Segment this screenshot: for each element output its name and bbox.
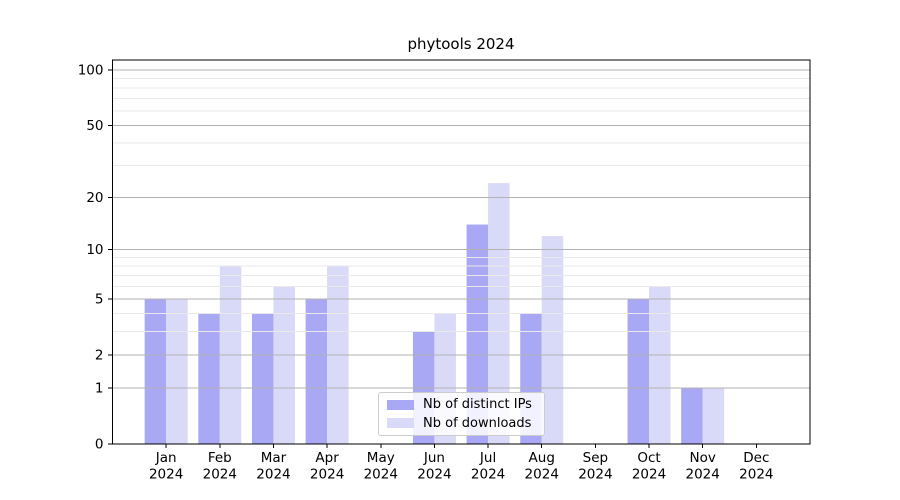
x-tick-label: Nov 2024 [686, 450, 720, 483]
bar-distinct-ips [251, 313, 274, 444]
legend-entry-downloads: Nb of downloads [387, 417, 544, 430]
x-tick-label: Jul 2024 [471, 450, 505, 483]
x-tick-label: May 2024 [364, 450, 398, 483]
y-tick-label: 100 [78, 63, 104, 79]
x-tick-label: Feb 2024 [203, 450, 237, 483]
y-tick-label: 0 [95, 437, 104, 453]
bar-distinct-ips [466, 224, 489, 444]
bar-distinct-ips [144, 298, 167, 444]
bar-downloads [649, 286, 671, 444]
bar-downloads [166, 298, 188, 444]
y-tick-label: 1 [95, 380, 104, 396]
y-tick-label: 20 [86, 190, 103, 206]
x-tick-label: Mar 2024 [256, 450, 290, 483]
bar-distinct-ips [305, 298, 328, 444]
bar-distinct-ips [198, 313, 220, 444]
bar-distinct-ips [627, 298, 650, 444]
legend-entry-distinct-ips: Nb of distinct IPs [387, 398, 544, 411]
x-tick-label: Dec 2024 [739, 450, 773, 483]
x-tick-label: Oct 2024 [632, 450, 666, 483]
legend-label-downloads: Nb of downloads [423, 415, 532, 431]
y-tick-label: 50 [86, 118, 103, 134]
legend-label-distinct-ips: Nb of distinct IPs [423, 397, 532, 413]
x-tick-label: Aug 2024 [525, 450, 559, 483]
legend: Nb of distinct IPs Nb of downloads [378, 392, 545, 436]
bar-downloads [273, 286, 295, 444]
x-tick-label: Sep 2024 [578, 450, 612, 483]
bar-downloads [702, 387, 725, 444]
bar-distinct-ips [681, 387, 703, 444]
legend-swatch-distinct-ips [387, 399, 414, 410]
y-tick-label: 10 [86, 242, 103, 258]
x-tick-label: Apr 2024 [310, 450, 344, 483]
x-tick-label: Jun 2024 [417, 450, 451, 483]
x-tick-label: Jan 2024 [149, 450, 183, 483]
plot-frame [112, 59, 811, 445]
y-tick-label: 5 [95, 291, 104, 307]
y-tick-label: 2 [95, 347, 104, 363]
chart-title: phytools 2024 [407, 35, 515, 53]
bar-downloads [541, 236, 564, 444]
legend-swatch-downloads [387, 418, 414, 429]
